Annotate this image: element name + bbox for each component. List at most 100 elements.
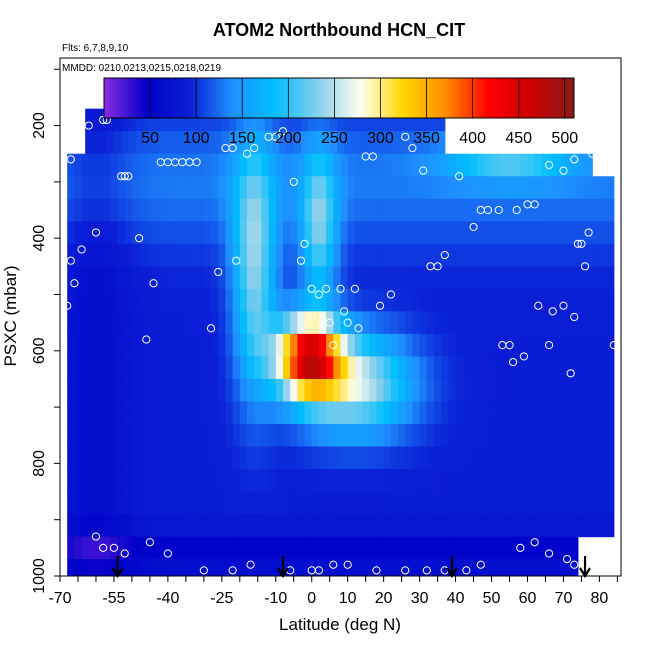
heatmap-cell (347, 514, 356, 538)
heatmap-cell (534, 311, 543, 335)
heatmap-cell (175, 176, 183, 200)
heatmap-cell (592, 356, 601, 380)
heatmap-cell (412, 491, 421, 515)
heatmap-cell (254, 266, 262, 290)
heatmap-cell (203, 288, 212, 312)
heatmap-cell (239, 288, 248, 312)
heatmap-cell (196, 401, 205, 425)
heatmap-cell (282, 514, 291, 538)
heatmap-cell (232, 401, 241, 425)
heatmap-cell (167, 153, 176, 177)
heatmap-cell (175, 423, 183, 448)
heatmap-cell (318, 176, 327, 200)
observation-point (289, 177, 298, 186)
heatmap-cell (239, 536, 248, 560)
heatmap-cell (239, 356, 248, 380)
heatmap-cell (167, 221, 176, 245)
observation-point (242, 149, 252, 158)
heatmap-cell (139, 266, 147, 290)
heatmap-cell (182, 469, 191, 493)
heatmap-cell (211, 514, 219, 538)
heatmap-cell (207, 131, 216, 155)
heatmap-cell (264, 131, 273, 155)
heatmap-cell (498, 423, 507, 448)
heatmap-cell (160, 469, 169, 493)
heatmap-cell (268, 469, 277, 493)
heatmap-cell (369, 153, 378, 177)
heatmap-cell (81, 221, 90, 245)
heatmap-cell (541, 401, 550, 425)
x-tick-label: 60 (519, 590, 537, 607)
heatmap-cell (469, 559, 478, 576)
heatmap-cell (160, 356, 169, 380)
heatmap-cell (347, 469, 356, 493)
heatmap-cell (257, 108, 266, 132)
heatmap-cell (182, 153, 191, 177)
heatmap-cell (541, 243, 550, 267)
heatmap-cell (103, 514, 111, 538)
heatmap-cell (405, 559, 414, 576)
heatmap-cell (149, 108, 158, 132)
heatmap-cell (229, 108, 237, 132)
heatmap-cell (362, 198, 370, 222)
colorbar-tick-label: 250 (321, 130, 348, 147)
heatmap-cell (329, 131, 338, 155)
heatmap-cell (282, 446, 291, 470)
heatmap-cell (318, 311, 327, 335)
heatmap-cell (247, 333, 255, 358)
heatmap-cell (182, 559, 191, 576)
heatmap-cell (585, 243, 593, 267)
heatmap-cell (585, 514, 593, 538)
heatmap-cell (218, 153, 227, 177)
heatmap-cell (290, 536, 298, 560)
heatmap-cell (448, 423, 457, 448)
heatmap-cell (434, 423, 442, 448)
heatmap-cell (390, 559, 399, 576)
heatmap-cell (282, 288, 291, 312)
heatmap-cell (247, 198, 255, 222)
heatmap-cell (513, 378, 521, 403)
heatmap-cell (225, 514, 234, 538)
heatmap-cell (95, 311, 104, 335)
x-tick-label: -55 (102, 590, 125, 607)
heatmap-cell (520, 198, 529, 222)
heatmap-cell (153, 423, 162, 448)
heatmap-cell (67, 266, 75, 290)
heatmap-cell (577, 469, 586, 493)
heatmap-cell (398, 423, 406, 448)
heatmap-cell (441, 333, 449, 358)
heatmap-cell (182, 446, 191, 470)
heatmap-cell (261, 378, 270, 403)
heatmap-cell (412, 243, 421, 267)
observation-point (145, 538, 155, 547)
heatmap-cell (232, 446, 241, 470)
heatmap-cell (599, 514, 608, 538)
heatmap-cell (225, 491, 234, 515)
heatmap-cell (117, 198, 126, 222)
heatmap-cell (247, 378, 255, 403)
heatmap-cell (135, 108, 144, 132)
heatmap-cell (505, 536, 514, 560)
heatmap-cell (333, 356, 342, 380)
heatmap-cell (261, 311, 270, 335)
heatmap-cell (477, 288, 485, 312)
heatmap-cell (153, 378, 162, 403)
heatmap-cell (167, 559, 176, 576)
heatmap-cell (592, 423, 601, 448)
heatmap-cell (261, 356, 270, 380)
heatmap-cell (570, 401, 579, 425)
heatmap-cell (592, 311, 601, 335)
heatmap-cell (549, 536, 557, 560)
heatmap-cell (81, 423, 90, 448)
heatmap-cell (175, 401, 183, 425)
heatmap-cell (167, 176, 176, 200)
observation-point (206, 324, 216, 333)
heatmap-cell (585, 153, 593, 177)
heatmap-cell (290, 153, 298, 177)
heatmap-cell (95, 423, 104, 448)
heatmap-cell (67, 491, 75, 515)
heatmap-cell (290, 243, 298, 267)
heatmap-cell (369, 176, 378, 200)
heatmap-cell (297, 514, 306, 538)
heatmap-cell (513, 446, 521, 470)
